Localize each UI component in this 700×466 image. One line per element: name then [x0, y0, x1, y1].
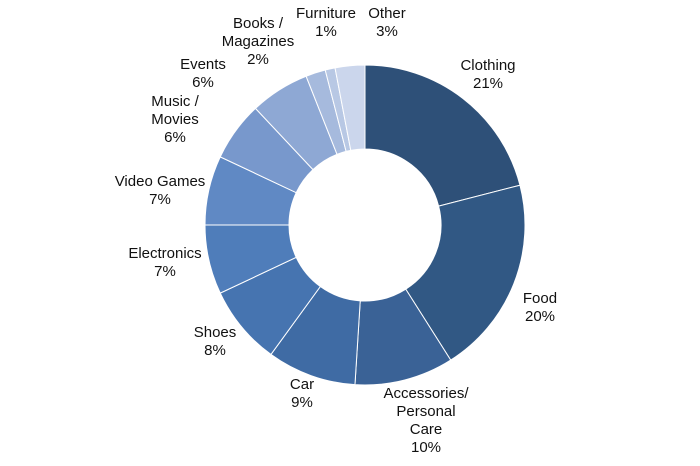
slice-percent: 2% — [247, 51, 269, 68]
slice-label: Other 3% — [368, 5, 406, 40]
slice-other — [334, 64, 366, 151]
slice-name: Books / — [233, 15, 284, 32]
slice-label: Shoes 8% — [194, 324, 237, 359]
slice-label: Car 9% — [290, 376, 314, 411]
slice-name: Car — [290, 376, 314, 393]
slice-label: Music / Movies 6% — [151, 93, 199, 146]
slice-name: Clothing — [460, 57, 515, 74]
slice-food — [405, 184, 526, 361]
slice-clothing — [364, 64, 521, 207]
slice-name: Care — [410, 421, 443, 438]
slice-percent: 8% — [204, 342, 226, 359]
slice-name: Music / — [151, 93, 199, 110]
slice-labels: Clothing 21%Food 20%Accessories/Personal Ca… — [115, 5, 557, 456]
slice-percent: 6% — [164, 129, 186, 146]
slice-name: Personal — [396, 403, 455, 420]
slice-label: Accessories/Personal Care 10% — [383, 385, 469, 456]
slice-label: Furniture 1% — [296, 5, 356, 40]
slice-percent: 3% — [376, 23, 398, 40]
slice-name: Accessories/ — [383, 385, 469, 402]
slice-percent: 6% — [192, 74, 214, 91]
slice-label: Clothing 21% — [460, 57, 515, 92]
slice-percent: 20% — [525, 308, 555, 325]
slice-label: Events 6% — [180, 56, 226, 91]
slice-name: Movies — [151, 111, 199, 128]
slice-percent: 9% — [291, 394, 313, 411]
slice-name: Shoes — [194, 324, 237, 341]
slice-label: Video Games 7% — [115, 173, 206, 208]
slice-label: Books / Magazines 2% — [222, 15, 295, 68]
donut-slices — [204, 64, 526, 386]
slice-name: Food — [523, 290, 557, 307]
slice-label: Electronics 7% — [128, 245, 201, 280]
slice-name: Electronics — [128, 245, 201, 262]
slice-name: Other — [368, 5, 406, 22]
slice-percent: 1% — [315, 23, 337, 40]
slice-name: Events — [180, 56, 226, 73]
slice-name: Magazines — [222, 33, 295, 50]
slice-percent: 7% — [154, 263, 176, 280]
slice-percent: 21% — [473, 75, 503, 92]
slice-percent: 7% — [149, 191, 171, 208]
slice-percent: 10% — [411, 439, 441, 456]
slice-name: Furniture — [296, 5, 356, 22]
slice-name: Video Games — [115, 173, 206, 190]
slice-label: Food 20% — [523, 290, 557, 325]
